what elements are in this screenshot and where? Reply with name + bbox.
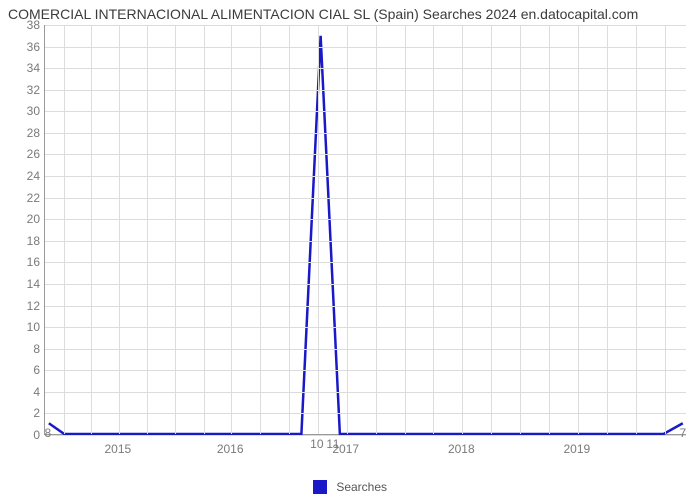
y-tick-label: 4	[4, 385, 40, 399]
data-point-label: 1	[333, 437, 340, 451]
gridline-v	[520, 25, 521, 434]
legend-swatch	[313, 480, 327, 494]
data-point-label: 10	[310, 437, 323, 451]
chart-title: COMERCIAL INTERNACIONAL ALIMENTACION CIA…	[8, 6, 638, 22]
data-point-label: 8	[45, 426, 52, 440]
y-tick-label: 16	[4, 255, 40, 269]
gridline-v	[289, 25, 290, 434]
y-tick-label: 8	[4, 342, 40, 356]
gridline-h	[45, 327, 686, 328]
gridline-h	[45, 47, 686, 48]
gridline-v	[147, 25, 148, 434]
gridline-h	[45, 198, 686, 199]
gridline-v	[119, 25, 120, 434]
legend-label: Searches	[336, 480, 387, 494]
gridline-v	[91, 25, 92, 434]
y-tick-label: 22	[4, 191, 40, 205]
line-series	[45, 25, 686, 434]
gridline-v	[405, 25, 406, 434]
gridline-h	[45, 111, 686, 112]
gridline-v	[462, 25, 463, 434]
gridline-h	[45, 154, 686, 155]
y-tick-label: 6	[4, 363, 40, 377]
y-tick-label: 18	[4, 234, 40, 248]
gridline-h	[45, 25, 686, 26]
y-tick-label: 36	[4, 40, 40, 54]
gridline-v	[260, 25, 261, 434]
data-point-label: 7	[679, 426, 686, 440]
gridline-h	[45, 219, 686, 220]
gridline-v	[175, 25, 176, 434]
gridline-v	[636, 25, 637, 434]
gridline-h	[45, 306, 686, 307]
gridline-h	[45, 435, 686, 436]
gridline-v	[318, 25, 319, 434]
plot-area	[44, 25, 686, 435]
y-tick-label: 34	[4, 61, 40, 75]
gridline-v	[231, 25, 232, 434]
y-tick-label: 28	[4, 126, 40, 140]
y-tick-label: 24	[4, 169, 40, 183]
x-tick-label: 2018	[448, 442, 475, 456]
chart-container: COMERCIAL INTERNACIONAL ALIMENTACION CIA…	[0, 0, 700, 500]
searches-line	[49, 36, 683, 434]
y-tick-label: 0	[4, 428, 40, 442]
gridline-h	[45, 90, 686, 91]
gridline-v	[665, 25, 666, 434]
y-tick-label: 30	[4, 104, 40, 118]
legend: Searches	[0, 479, 700, 494]
y-tick-label: 26	[4, 147, 40, 161]
gridline-h	[45, 133, 686, 134]
x-tick-label: 2019	[564, 442, 591, 456]
gridline-v	[607, 25, 608, 434]
y-tick-label: 2	[4, 406, 40, 420]
gridline-h	[45, 370, 686, 371]
y-tick-label: 20	[4, 212, 40, 226]
gridline-v	[578, 25, 579, 434]
gridline-h	[45, 68, 686, 69]
y-tick-label: 32	[4, 83, 40, 97]
gridline-v	[64, 25, 65, 434]
gridline-h	[45, 284, 686, 285]
gridline-h	[45, 392, 686, 393]
gridline-v	[376, 25, 377, 434]
x-tick-label: 2015	[104, 442, 131, 456]
x-tick-label: 2016	[217, 442, 244, 456]
y-tick-label: 14	[4, 277, 40, 291]
gridline-h	[45, 262, 686, 263]
y-tick-label: 10	[4, 320, 40, 334]
gridline-v	[204, 25, 205, 434]
gridline-h	[45, 176, 686, 177]
gridline-h	[45, 349, 686, 350]
gridline-v	[549, 25, 550, 434]
gridline-v	[491, 25, 492, 434]
y-tick-label: 12	[4, 299, 40, 313]
gridline-h	[45, 241, 686, 242]
y-tick-label: 38	[4, 18, 40, 32]
gridline-h	[45, 413, 686, 414]
gridline-v	[347, 25, 348, 434]
gridline-v	[433, 25, 434, 434]
